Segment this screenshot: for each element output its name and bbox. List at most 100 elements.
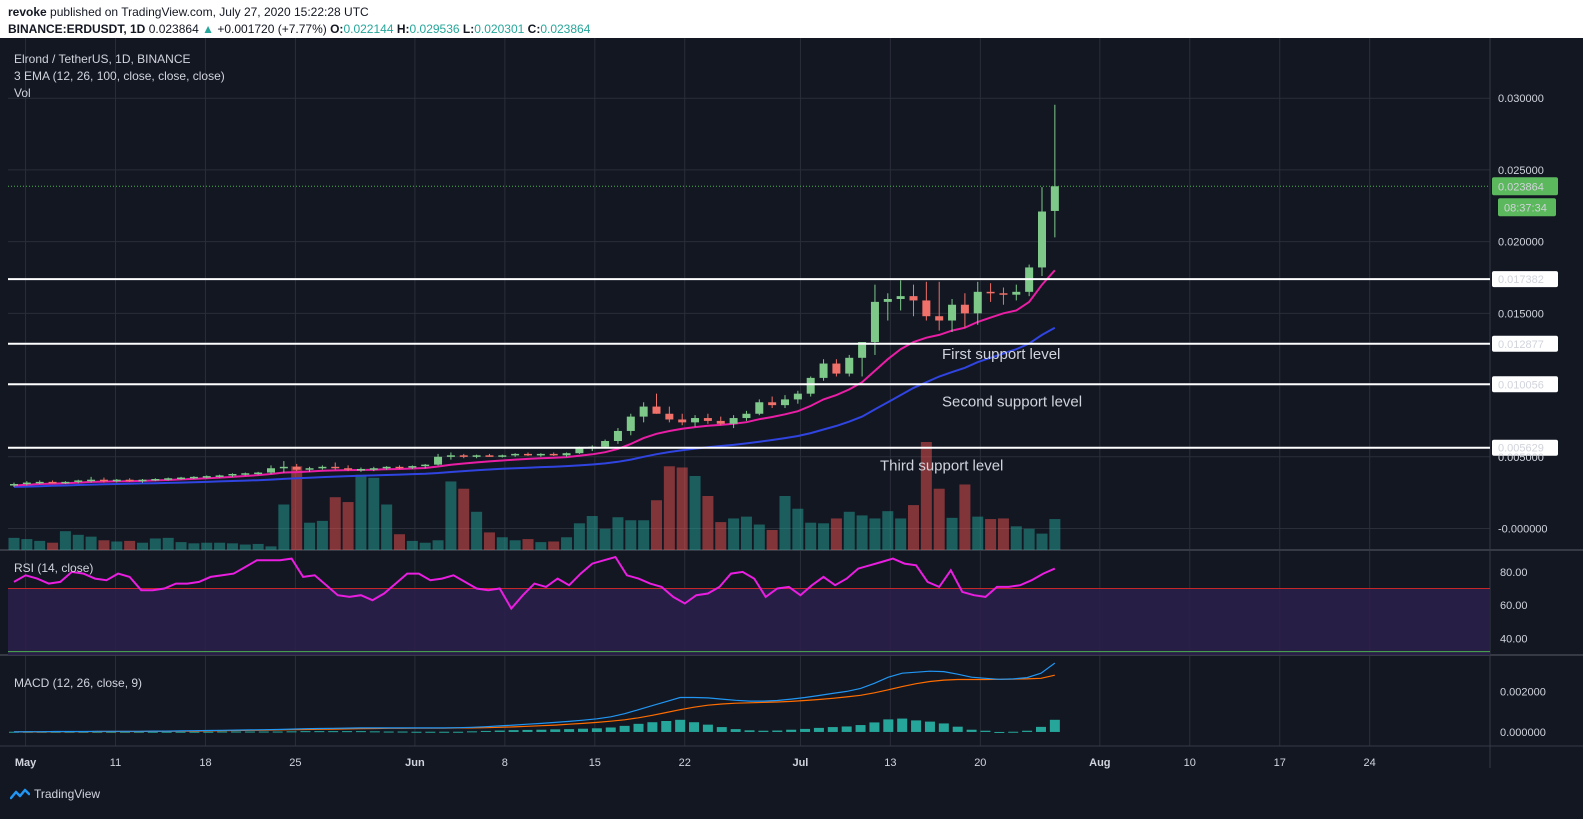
candle — [1025, 264, 1034, 297]
candle-body — [228, 473, 237, 476]
support-label: Third support level — [880, 458, 1003, 475]
volume-bar — [265, 546, 277, 550]
candle — [935, 281, 944, 331]
candle-body — [35, 481, 44, 484]
tradingview-logo-icon — [10, 788, 30, 800]
volume-bar — [638, 520, 650, 550]
volume-bar — [368, 477, 380, 550]
macd-hist-bar — [286, 731, 297, 733]
candle — [472, 454, 481, 459]
candle — [151, 478, 160, 482]
volume-bar — [496, 537, 508, 550]
candle — [845, 354, 854, 377]
candle — [1050, 104, 1059, 238]
macd-hist-bar — [772, 730, 783, 732]
tradingview-brand[interactable]: TradingView — [34, 787, 101, 801]
ema-26-line — [13, 326, 1056, 488]
candle — [138, 479, 147, 483]
volume-bar — [843, 511, 855, 550]
date-axis-label: Jun — [405, 757, 425, 769]
rsi-band — [8, 588, 1490, 655]
volume-bar — [985, 519, 997, 550]
macd-hist-bar — [550, 729, 561, 732]
macd-hist-bar — [577, 728, 588, 732]
price-axis-label: 0.005000 — [1498, 452, 1544, 464]
volume-bar — [445, 481, 457, 550]
candle — [524, 452, 532, 457]
candle-body — [536, 453, 545, 456]
macd-hist-bar — [258, 731, 269, 733]
volume-bar — [394, 534, 405, 550]
macd-hist-bar — [827, 727, 838, 732]
volume-bar — [85, 536, 97, 550]
price-axis-label: 0.025000 — [1498, 165, 1544, 177]
date-axis-label: 20 — [974, 757, 986, 769]
macd-hist-bar — [300, 731, 311, 733]
candle — [485, 453, 494, 457]
candle — [267, 465, 275, 474]
candle — [665, 406, 674, 423]
support-label: First support level — [942, 346, 1060, 363]
macd-hist-bar — [425, 731, 436, 733]
macd-hist-bar — [1008, 731, 1019, 733]
candle-body — [202, 476, 211, 478]
macd-hist-bar — [883, 719, 894, 732]
macd-hist-bar — [383, 731, 394, 733]
macd-hist-bar — [924, 721, 935, 732]
candle-body — [279, 466, 288, 469]
macd-hist-bar — [966, 729, 977, 732]
candle-body — [177, 477, 186, 480]
publisher-name[interactable]: revoke — [8, 5, 47, 19]
support-price-tag — [1492, 335, 1558, 352]
macd-hist-bar — [480, 730, 491, 732]
date-axis-label: 10 — [1184, 757, 1196, 769]
candle-body — [472, 455, 481, 457]
candle — [87, 476, 96, 483]
candle — [549, 452, 558, 457]
candle-body — [459, 455, 468, 457]
candle-body — [164, 478, 173, 480]
support-price-tag — [1492, 271, 1558, 288]
candle-body — [511, 453, 520, 456]
candle-body — [344, 468, 353, 470]
volume-bar — [72, 534, 84, 550]
last-price: 0.023864 — [148, 22, 199, 36]
candle-body — [22, 482, 31, 485]
volume-bar — [869, 518, 881, 550]
volume-bar — [329, 497, 341, 550]
macd-hist-bar — [647, 722, 658, 732]
change-up-arrow-icon: ▲ — [202, 22, 214, 36]
macd-hist-bar — [494, 730, 505, 732]
macd-hist-bar — [272, 731, 283, 733]
candle-body — [74, 480, 83, 482]
macd-hist-bar — [689, 722, 700, 732]
candle — [601, 439, 610, 449]
candle-body — [112, 479, 121, 482]
ema-legend: 3 EMA (12, 26, 100, close, close, close) — [14, 69, 225, 83]
date-axis-label: 18 — [199, 757, 211, 769]
candle — [768, 396, 777, 409]
volume-bar — [316, 520, 328, 550]
macd-hist-bar — [355, 731, 366, 733]
candle-body — [678, 419, 687, 423]
candle-body — [870, 301, 879, 343]
candle — [48, 480, 57, 484]
price-chart[interactable]: 0.017382 First support level 0.012877 Secon… — [0, 38, 1583, 779]
volume-bar — [201, 542, 213, 550]
candle-body — [601, 440, 610, 447]
macd-hist-bar — [244, 731, 255, 733]
candle — [35, 480, 44, 485]
candle-body — [369, 468, 378, 470]
candle-body — [408, 466, 417, 468]
volume-bar — [278, 504, 290, 550]
candle — [498, 454, 507, 458]
candle — [755, 399, 764, 416]
macd-hist-bar — [161, 731, 172, 733]
candle-body — [626, 416, 635, 431]
volume-bar — [21, 539, 33, 550]
volume-bar — [239, 544, 251, 550]
volume-bar — [740, 516, 752, 550]
candle-body — [446, 455, 455, 457]
volume-bar — [162, 537, 174, 550]
macd-hist-bar — [175, 731, 186, 733]
